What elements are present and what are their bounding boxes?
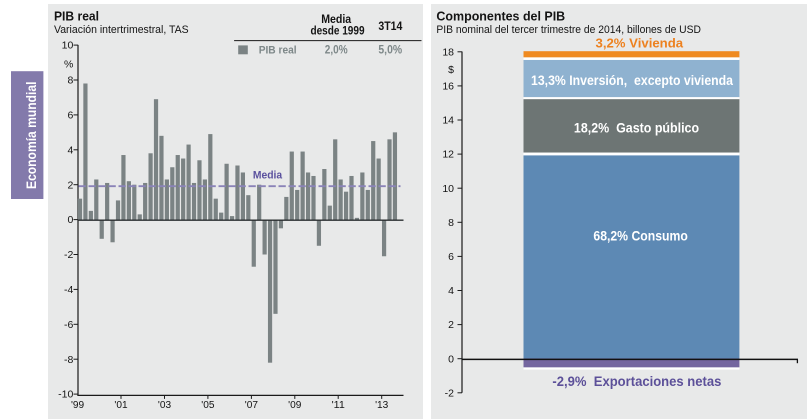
svg-text:2,0%: 2,0% xyxy=(325,44,348,57)
svg-text:13,3% Inversión, excepto vivi: 13,3% Inversión, excepto vivienda xyxy=(531,72,733,88)
svg-text:-2,9% Exportaciones netas: -2,9% Exportaciones netas xyxy=(552,373,721,389)
svg-text:'07: '07 xyxy=(245,400,259,411)
svg-text:Economía mundial: Economía mundial xyxy=(24,82,39,190)
svg-text:'01: '01 xyxy=(114,400,128,411)
svg-text:Media: Media xyxy=(321,14,352,26)
svg-text:8: 8 xyxy=(448,217,454,229)
svg-text:-6: -6 xyxy=(64,319,73,331)
svg-text:Variación intertrimestral, TAS: Variación intertrimestral, TAS xyxy=(54,24,189,36)
svg-text:-10: -10 xyxy=(58,389,73,401)
svg-text:2: 2 xyxy=(67,179,73,191)
svg-text:'99: '99 xyxy=(71,400,85,411)
svg-text:18,2% Gasto público: 18,2% Gasto público xyxy=(574,119,699,135)
svg-text:14: 14 xyxy=(442,115,454,127)
svg-text:PIB real: PIB real xyxy=(54,9,99,24)
svg-text:4: 4 xyxy=(67,144,73,156)
svg-text:-8: -8 xyxy=(64,354,73,366)
svg-text:3,2% Vivienda: 3,2% Vivienda xyxy=(596,35,684,50)
svg-text:'05: '05 xyxy=(201,400,215,411)
svg-text:10: 10 xyxy=(442,183,454,195)
svg-text:-4: -4 xyxy=(64,284,73,296)
svg-text:2: 2 xyxy=(448,319,454,331)
svg-text:%: % xyxy=(64,59,73,71)
svg-text:0: 0 xyxy=(67,214,73,226)
svg-text:PIB nominal del tercer trimest: PIB nominal del tercer trimestre de 2014… xyxy=(436,24,701,36)
svg-text:16: 16 xyxy=(442,81,454,93)
svg-text:desde 1999: desde 1999 xyxy=(310,25,364,37)
svg-text:'13: '13 xyxy=(375,400,389,411)
svg-text:Componentes del PIB: Componentes del PIB xyxy=(436,8,565,23)
svg-text:0: 0 xyxy=(448,353,454,365)
svg-text:8: 8 xyxy=(67,75,73,87)
svg-text:6: 6 xyxy=(448,251,454,263)
svg-text:PIB real: PIB real xyxy=(259,45,297,57)
svg-text:-2: -2 xyxy=(64,249,73,261)
svg-text:Media: Media xyxy=(253,170,283,182)
svg-text:4: 4 xyxy=(448,285,454,297)
svg-text:12: 12 xyxy=(442,149,454,161)
svg-text:'03: '03 xyxy=(158,400,172,411)
svg-text:'09: '09 xyxy=(288,400,302,411)
svg-text:$: $ xyxy=(448,64,454,76)
svg-text:68,2% Consumo: 68,2% Consumo xyxy=(593,228,687,244)
svg-text:18: 18 xyxy=(442,46,454,58)
svg-text:3T14: 3T14 xyxy=(378,19,402,33)
svg-text:10: 10 xyxy=(62,40,74,52)
svg-text:5,0%: 5,0% xyxy=(378,44,402,57)
svg-text:'11: '11 xyxy=(332,400,346,411)
svg-text:6: 6 xyxy=(67,110,73,122)
svg-text:-2: -2 xyxy=(445,387,454,399)
